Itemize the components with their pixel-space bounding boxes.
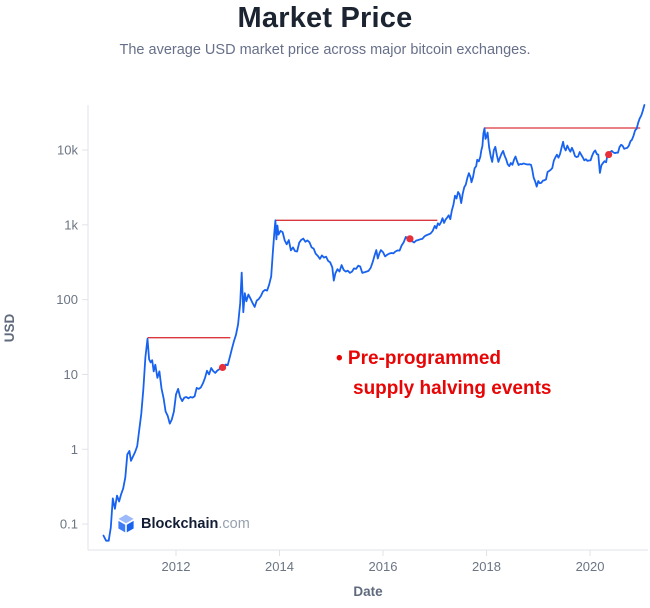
market-price-line xyxy=(102,104,646,542)
blockchain-logo[interactable]: Blockchain.com xyxy=(117,514,250,533)
y-tick-label: 1k xyxy=(64,217,78,232)
y-tick-label: 10k xyxy=(57,143,78,158)
x-axis-title: Date xyxy=(353,584,383,599)
y-tick-label: 1 xyxy=(71,442,78,457)
price-line-series xyxy=(102,104,646,542)
blockchain-logo-tld: .com xyxy=(218,515,250,532)
chart-title: Market Price xyxy=(237,2,413,34)
x-tick-label: 2020 xyxy=(576,559,605,574)
halving-event-dot xyxy=(406,235,414,243)
x-tick-label: 2014 xyxy=(265,559,294,574)
halving-event-dot xyxy=(218,363,227,372)
y-tick-label: 0.1 xyxy=(60,517,78,532)
halving-event-markers xyxy=(218,150,613,372)
blockchain-logo-text: Blockchain xyxy=(141,515,219,532)
x-tick-label: 2012 xyxy=(162,559,191,574)
x-tick-label: 2016 xyxy=(369,559,398,574)
chart-subtitle: The average USD market price across majo… xyxy=(119,42,531,58)
annotation-line-1: • Pre-programmed xyxy=(336,348,502,369)
halving-cycle-resistance-lines xyxy=(147,127,641,339)
annotation-line-2: supply halving events xyxy=(353,378,552,400)
y-axis-title: USD xyxy=(2,314,17,343)
halving-event-dot xyxy=(605,150,613,159)
y-tick-label: 100 xyxy=(56,292,78,307)
halving-annotation: • Pre-programmed supply halving events xyxy=(336,344,552,405)
y-tick-label: 10 xyxy=(64,367,78,382)
x-tick-label: 2018 xyxy=(472,559,501,574)
axes: 10k 1k 100 10 1 0.1 2012 2014 2016 2018 2020 xyxy=(56,105,648,574)
blockchain-logo-icon xyxy=(118,514,134,533)
